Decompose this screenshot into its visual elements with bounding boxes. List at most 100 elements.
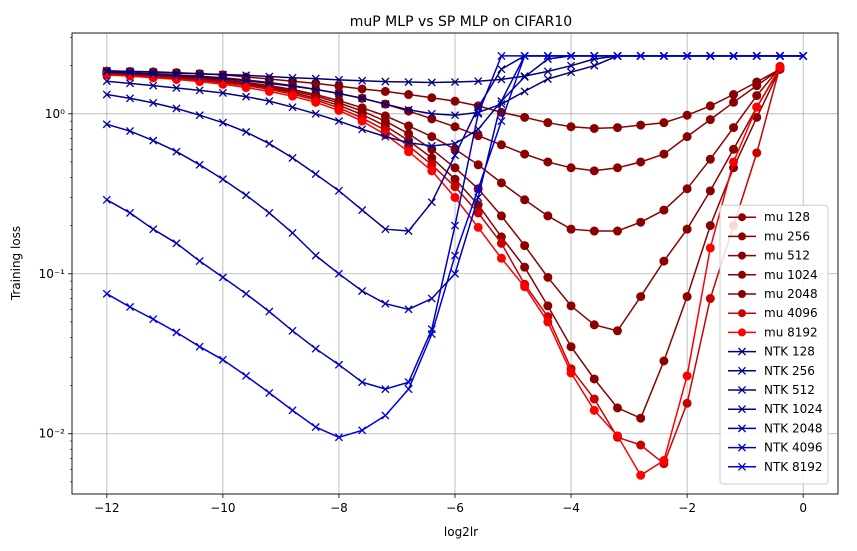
data-point <box>520 282 530 292</box>
data-point <box>195 342 204 351</box>
data-point <box>218 74 227 83</box>
data-point <box>752 148 762 158</box>
data-point <box>265 97 274 106</box>
y-tick-label: 10⁻² <box>39 427 66 441</box>
x-tick-label: −4 <box>562 501 580 515</box>
data-point <box>102 67 111 76</box>
data-point <box>729 97 739 107</box>
data-point <box>520 149 530 159</box>
data-point <box>799 51 808 61</box>
data-point <box>288 82 297 91</box>
data-point <box>311 251 320 260</box>
data-point <box>125 302 135 312</box>
data-point <box>311 344 320 353</box>
data-point <box>195 72 204 82</box>
data-point <box>589 320 599 330</box>
legend-marker <box>737 366 747 375</box>
data-point <box>566 224 576 234</box>
data-point <box>752 102 762 112</box>
data-point <box>450 182 460 192</box>
data-point <box>450 251 460 260</box>
data-point <box>404 77 413 87</box>
legend-marker <box>737 385 747 395</box>
data-point <box>334 105 344 115</box>
data-point <box>450 77 460 87</box>
data-point <box>589 374 599 384</box>
legend-label: mu 256 <box>764 229 810 243</box>
data-point <box>358 206 367 215</box>
legend-label: NTK 256 <box>764 364 815 378</box>
data-point <box>241 83 251 93</box>
data-point <box>706 51 715 61</box>
data-point <box>195 111 204 120</box>
data-point <box>752 81 762 91</box>
data-point <box>149 136 158 145</box>
data-point <box>682 184 692 194</box>
data-point <box>265 208 274 218</box>
data-point <box>404 147 414 157</box>
data-point <box>172 328 181 337</box>
data-point <box>358 426 367 435</box>
legend-item: NTK 2048 <box>728 421 823 435</box>
axes-layer: −12 −10 −8 −6 −4 −2 0 10⁻² 10⁻¹ 10⁰ <box>39 32 839 515</box>
legend-label: NTK 512 <box>764 383 815 397</box>
data-point <box>682 132 692 142</box>
data-point <box>125 79 135 88</box>
data-point <box>358 76 367 85</box>
data-point <box>334 117 343 126</box>
data-point <box>102 195 111 204</box>
data-point <box>705 243 715 253</box>
data-point <box>543 317 553 327</box>
data-point <box>334 89 343 98</box>
legend-marker <box>738 309 746 318</box>
legend-marker <box>738 328 746 337</box>
legend-item: mu 256 <box>728 229 810 243</box>
data-point <box>358 94 367 103</box>
y-tick-label: 10⁰ <box>45 107 65 121</box>
data-point <box>589 394 599 404</box>
data-point <box>589 405 599 415</box>
data-point <box>520 241 530 251</box>
data-point <box>404 226 413 236</box>
data-point <box>311 109 320 118</box>
data-point <box>659 149 669 159</box>
data-point <box>149 98 158 107</box>
data-point <box>705 154 715 164</box>
data-point <box>590 51 599 61</box>
data-point <box>496 211 506 221</box>
data-point <box>264 86 274 96</box>
data-point <box>497 65 506 74</box>
y-axis-label: Training loss <box>9 226 23 301</box>
legend-item: mu 512 <box>728 249 810 263</box>
data-point <box>357 84 367 94</box>
data-point <box>172 83 181 93</box>
y-tick-label: 10⁻¹ <box>39 267 66 281</box>
legend-item: NTK 8192 <box>728 460 823 474</box>
data-point <box>218 273 227 282</box>
data-point <box>102 77 111 86</box>
data-point <box>682 292 692 302</box>
data-point <box>705 186 715 196</box>
data-point <box>543 272 553 282</box>
data-point <box>427 132 437 142</box>
data-point <box>172 71 181 80</box>
data-point <box>242 191 251 200</box>
data-point <box>102 90 111 99</box>
series-ntk-8192 <box>102 51 808 442</box>
data-point <box>636 470 646 480</box>
data-point <box>102 289 111 298</box>
data-point <box>520 51 529 61</box>
data-point <box>705 294 715 304</box>
data-point <box>218 79 228 89</box>
data-point <box>381 77 390 86</box>
data-point <box>659 51 668 61</box>
legend-label: mu 1024 <box>764 268 818 282</box>
legend-marker <box>738 251 746 260</box>
data-point <box>636 292 646 302</box>
data-point <box>404 90 414 100</box>
data-point <box>520 72 529 82</box>
x-tick-label: −8 <box>330 501 348 515</box>
data-point <box>450 269 460 278</box>
data-point <box>381 385 390 394</box>
